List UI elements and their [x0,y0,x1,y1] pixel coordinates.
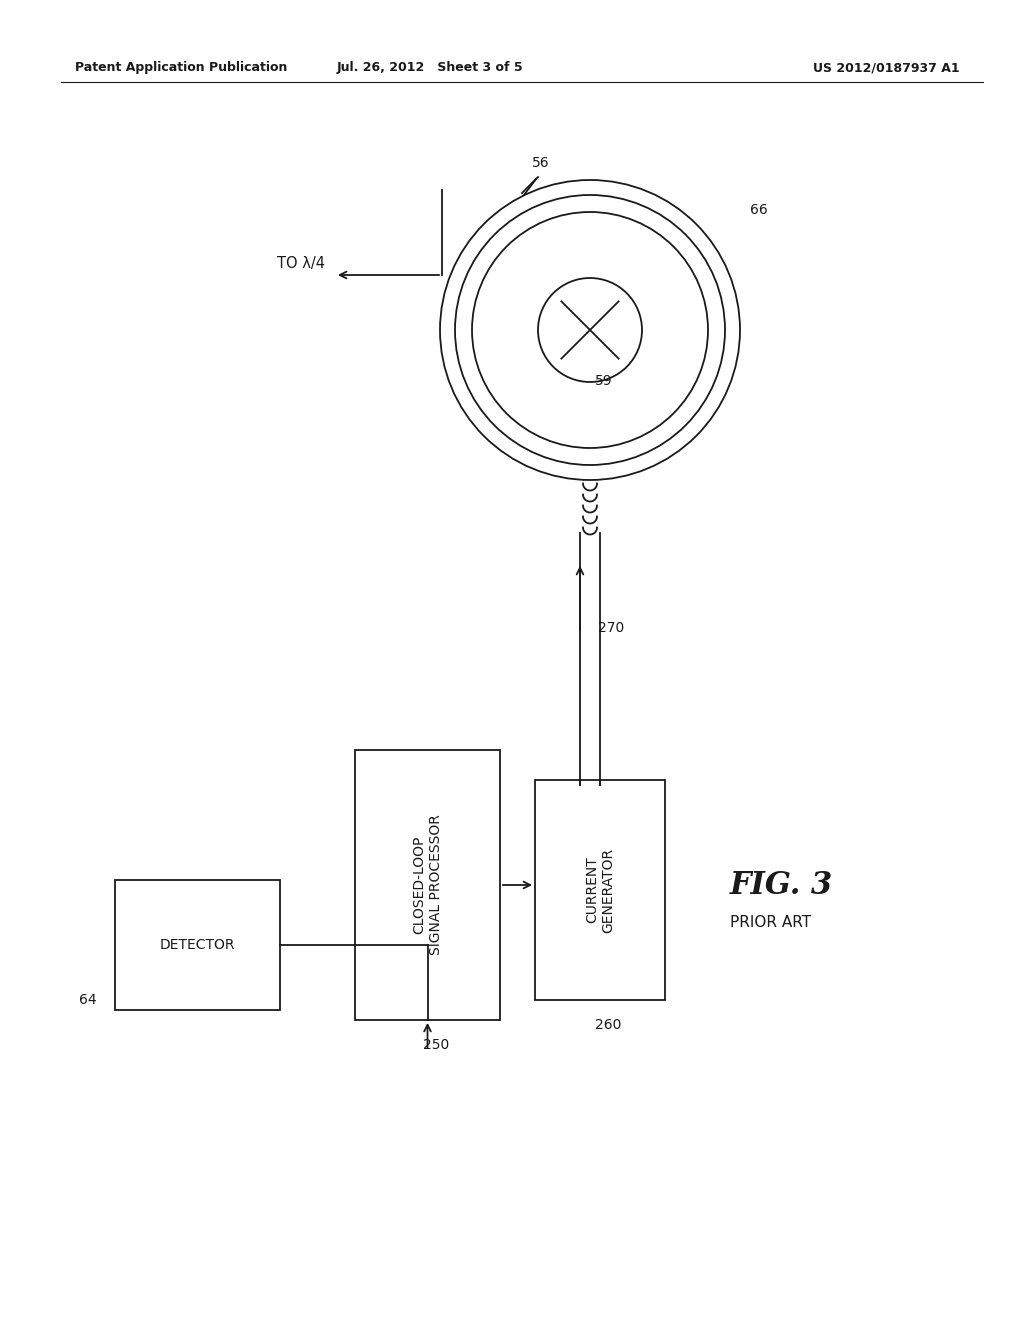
Text: Patent Application Publication: Patent Application Publication [75,62,288,74]
Text: 64: 64 [80,993,97,1007]
Text: 56: 56 [532,156,550,170]
Text: FIG. 3: FIG. 3 [730,870,834,902]
Text: PRIOR ART: PRIOR ART [730,915,811,931]
Text: 59: 59 [595,374,612,388]
Text: 270: 270 [598,620,625,635]
Text: US 2012/0187937 A1: US 2012/0187937 A1 [813,62,961,74]
Text: TO λ/4: TO λ/4 [278,256,325,271]
Text: Jul. 26, 2012   Sheet 3 of 5: Jul. 26, 2012 Sheet 3 of 5 [337,62,523,74]
Bar [115,880,280,1010]
Bar [535,780,665,1001]
Text: CURRENT
GENERATOR: CURRENT GENERATOR [585,847,615,932]
Bar [355,750,500,1020]
Text: 66: 66 [750,203,768,216]
Text: DETECTOR: DETECTOR [160,939,236,952]
Text: 260: 260 [595,1018,622,1032]
Text: CLOSED-LOOP
SIGNAL PROCESSOR: CLOSED-LOOP SIGNAL PROCESSOR [413,814,442,956]
Text: 250: 250 [423,1038,449,1052]
